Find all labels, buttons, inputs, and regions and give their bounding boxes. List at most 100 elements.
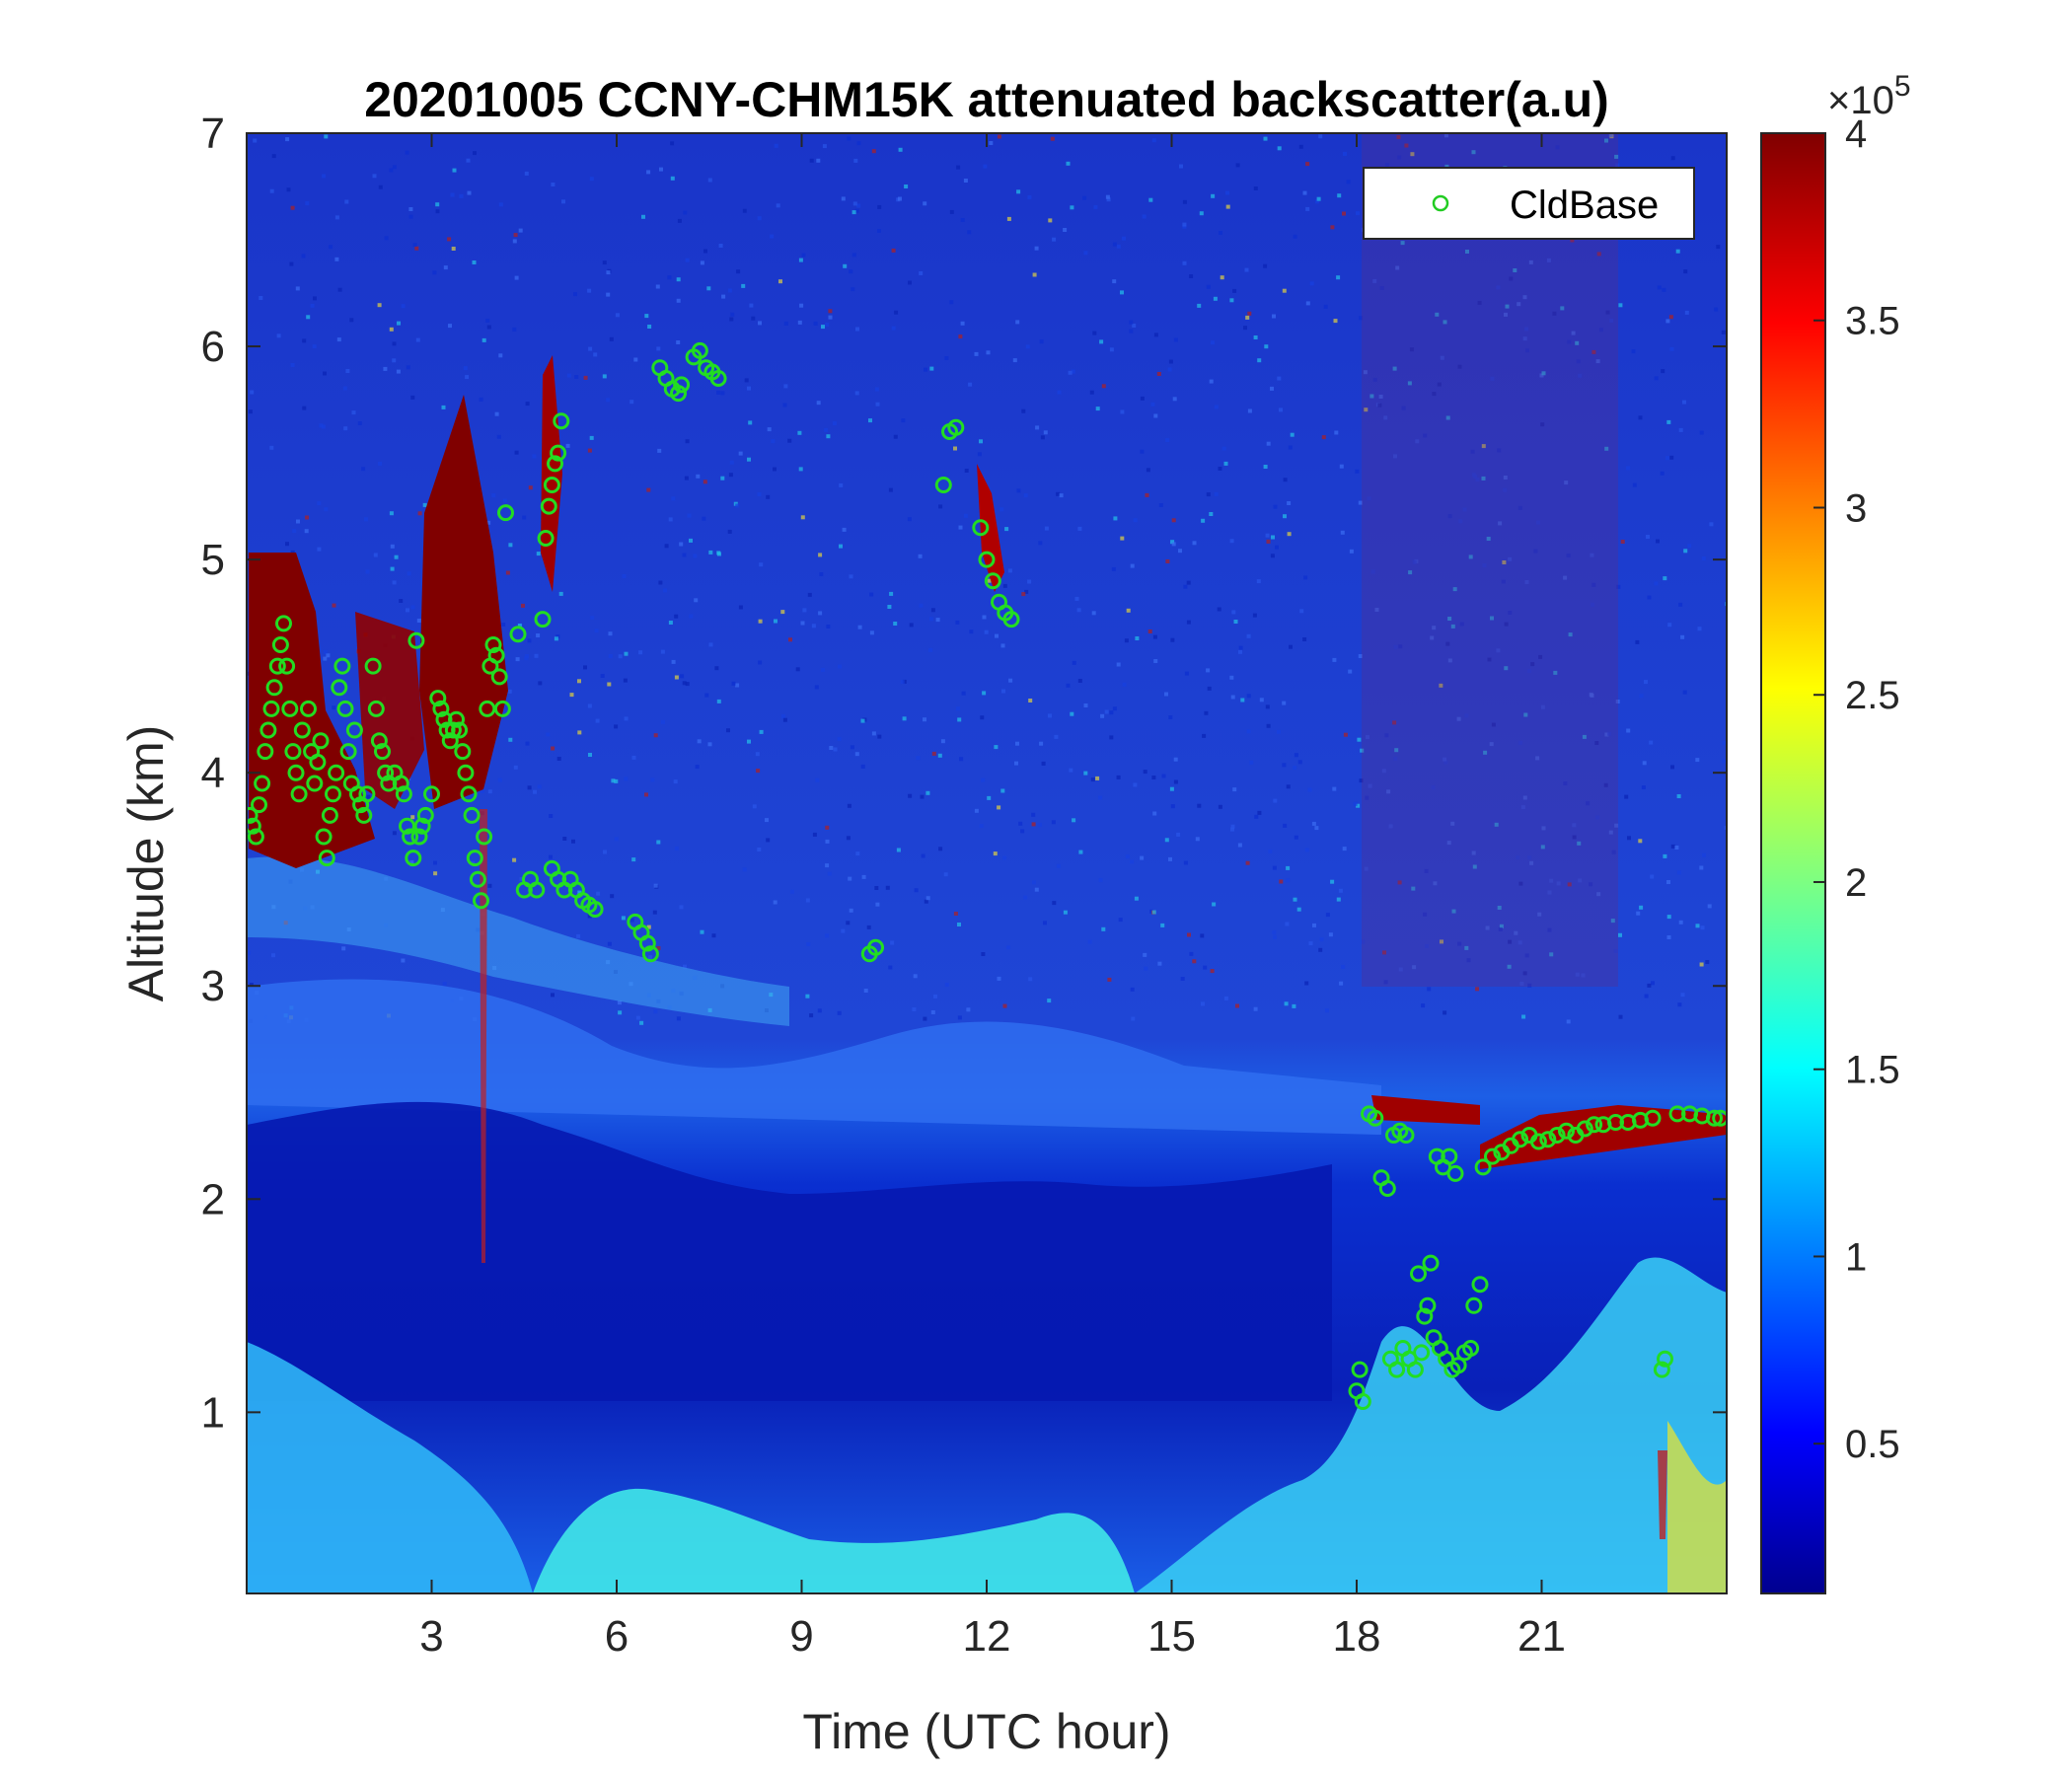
texture-speck (1462, 507, 1467, 512)
texture-speck (290, 363, 295, 367)
texture-speck (1358, 654, 1363, 658)
colorbar-tick-label: 4 (1845, 112, 1867, 156)
texture-speck (766, 494, 771, 499)
texture-speck (853, 158, 858, 163)
texture-speck (631, 857, 636, 862)
texture-speck (957, 717, 962, 722)
cldbase-point (476, 828, 493, 846)
cldbase-point (444, 721, 462, 739)
texture-speck (1571, 331, 1576, 335)
texture-speck (851, 287, 855, 292)
cldbase-point (1441, 1147, 1458, 1165)
texture-speck (1157, 961, 1162, 966)
cldbase-point (1512, 1131, 1529, 1148)
texture-speck (1122, 236, 1126, 241)
texture-speck (1186, 620, 1191, 625)
texture-speck (747, 457, 751, 462)
texture-speck (1200, 933, 1205, 938)
texture-speck (259, 296, 263, 300)
texture-speck (1272, 934, 1277, 939)
texture-speck (800, 621, 805, 626)
texture-speck (1206, 284, 1211, 289)
texture-speck (554, 636, 558, 641)
texture-speck (1311, 821, 1316, 826)
texture-speck (1604, 732, 1609, 737)
texture-speck (1651, 981, 1655, 986)
texture-speck (855, 851, 860, 856)
cldbase-point (1576, 1120, 1593, 1138)
texture-speck (606, 398, 611, 403)
cldbase-point (487, 646, 505, 664)
cldbase-point (328, 764, 345, 781)
colorbar: 0.5 1 1.5 2 2.5 3 3.5 4 ×105 (1760, 70, 1911, 1594)
cldbase-point (355, 806, 373, 824)
cloud-streak-2 (977, 464, 1004, 592)
texture-speck (1037, 822, 1042, 827)
texture-speck (1496, 648, 1501, 653)
texture-speck (925, 790, 930, 795)
texture-speck (827, 871, 832, 876)
texture-speck (684, 476, 689, 481)
texture-speck (1140, 855, 1145, 860)
texture-speck (365, 569, 370, 574)
texture-speck (292, 529, 297, 534)
texture-speck (902, 716, 907, 721)
texture-speck (861, 874, 866, 879)
texture-speck (1415, 439, 1420, 444)
cldbase-point (251, 796, 267, 814)
texture-speck (1503, 476, 1508, 480)
x-tick-label: 12 (963, 1612, 1011, 1661)
texture-speck (1002, 583, 1007, 588)
texture-speck (790, 889, 794, 894)
texture-speck (1043, 430, 1048, 435)
texture-speck (805, 994, 810, 999)
cldbase-point (367, 700, 385, 717)
texture-speck (345, 369, 350, 373)
texture-speck (1195, 837, 1200, 842)
texture-speck (1657, 285, 1662, 290)
texture-speck (832, 421, 837, 426)
texture-speck (1635, 639, 1640, 644)
texture-speck (525, 741, 530, 746)
texture-speck (923, 717, 926, 722)
cldbase-point (441, 732, 459, 750)
texture-speck (749, 303, 754, 308)
texture-speck (576, 933, 581, 938)
virga-streak-right (1658, 1450, 1667, 1539)
texture-speck (1133, 782, 1138, 787)
texture-speck (1293, 234, 1297, 239)
texture-speck (323, 656, 328, 661)
texture-speck (549, 854, 553, 859)
texture-speck (1654, 376, 1659, 381)
texture-speck (1468, 555, 1473, 559)
texture-speck (1229, 675, 1234, 680)
legend-marker-icon (1432, 194, 1449, 212)
texture-speck (1404, 143, 1409, 148)
cloud-left-block (249, 553, 375, 868)
texture-speck (1204, 710, 1209, 715)
cloud-base-series (247, 341, 1727, 1410)
texture-speck (1186, 580, 1191, 585)
texture-speck (943, 872, 948, 877)
texture-speck (1430, 635, 1435, 640)
texture-speck (771, 439, 776, 444)
texture-speck (1077, 679, 1082, 683)
texture-speck (1440, 939, 1443, 944)
texture-speck (406, 608, 409, 613)
legend-entry-cldbase: CldBase (1510, 184, 1659, 227)
texture-speck (296, 519, 300, 524)
texture-speck (908, 280, 912, 285)
texture-speck (322, 174, 327, 179)
texture-speck (498, 353, 503, 358)
texture-speck (501, 623, 506, 627)
texture-speck (551, 183, 555, 186)
texture-speck (657, 448, 662, 453)
texture-speck (513, 233, 518, 238)
texture-speck (1496, 285, 1501, 290)
cldbase-point (349, 785, 366, 803)
texture-speck (1211, 340, 1215, 345)
legend-box (1363, 167, 1695, 240)
texture-speck (1219, 231, 1222, 235)
texture-speck (1318, 947, 1323, 952)
texture-speck (1566, 554, 1571, 557)
